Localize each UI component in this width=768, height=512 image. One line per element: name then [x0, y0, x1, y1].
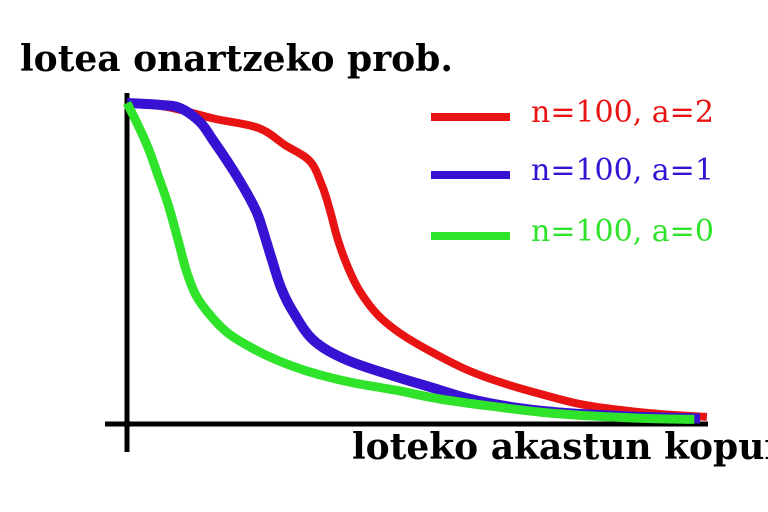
- curves: [122, 98, 708, 424]
- curve-n-100-a-2: [126, 99, 708, 421]
- curve-n-100-a-1: [126, 98, 701, 424]
- axes: [105, 93, 708, 452]
- curve-n-100-a-0: [122, 101, 695, 424]
- chart-title: lotea onartzeko prob.: [20, 38, 453, 80]
- x-axis-label: loteko akastun kopurua: [352, 426, 768, 468]
